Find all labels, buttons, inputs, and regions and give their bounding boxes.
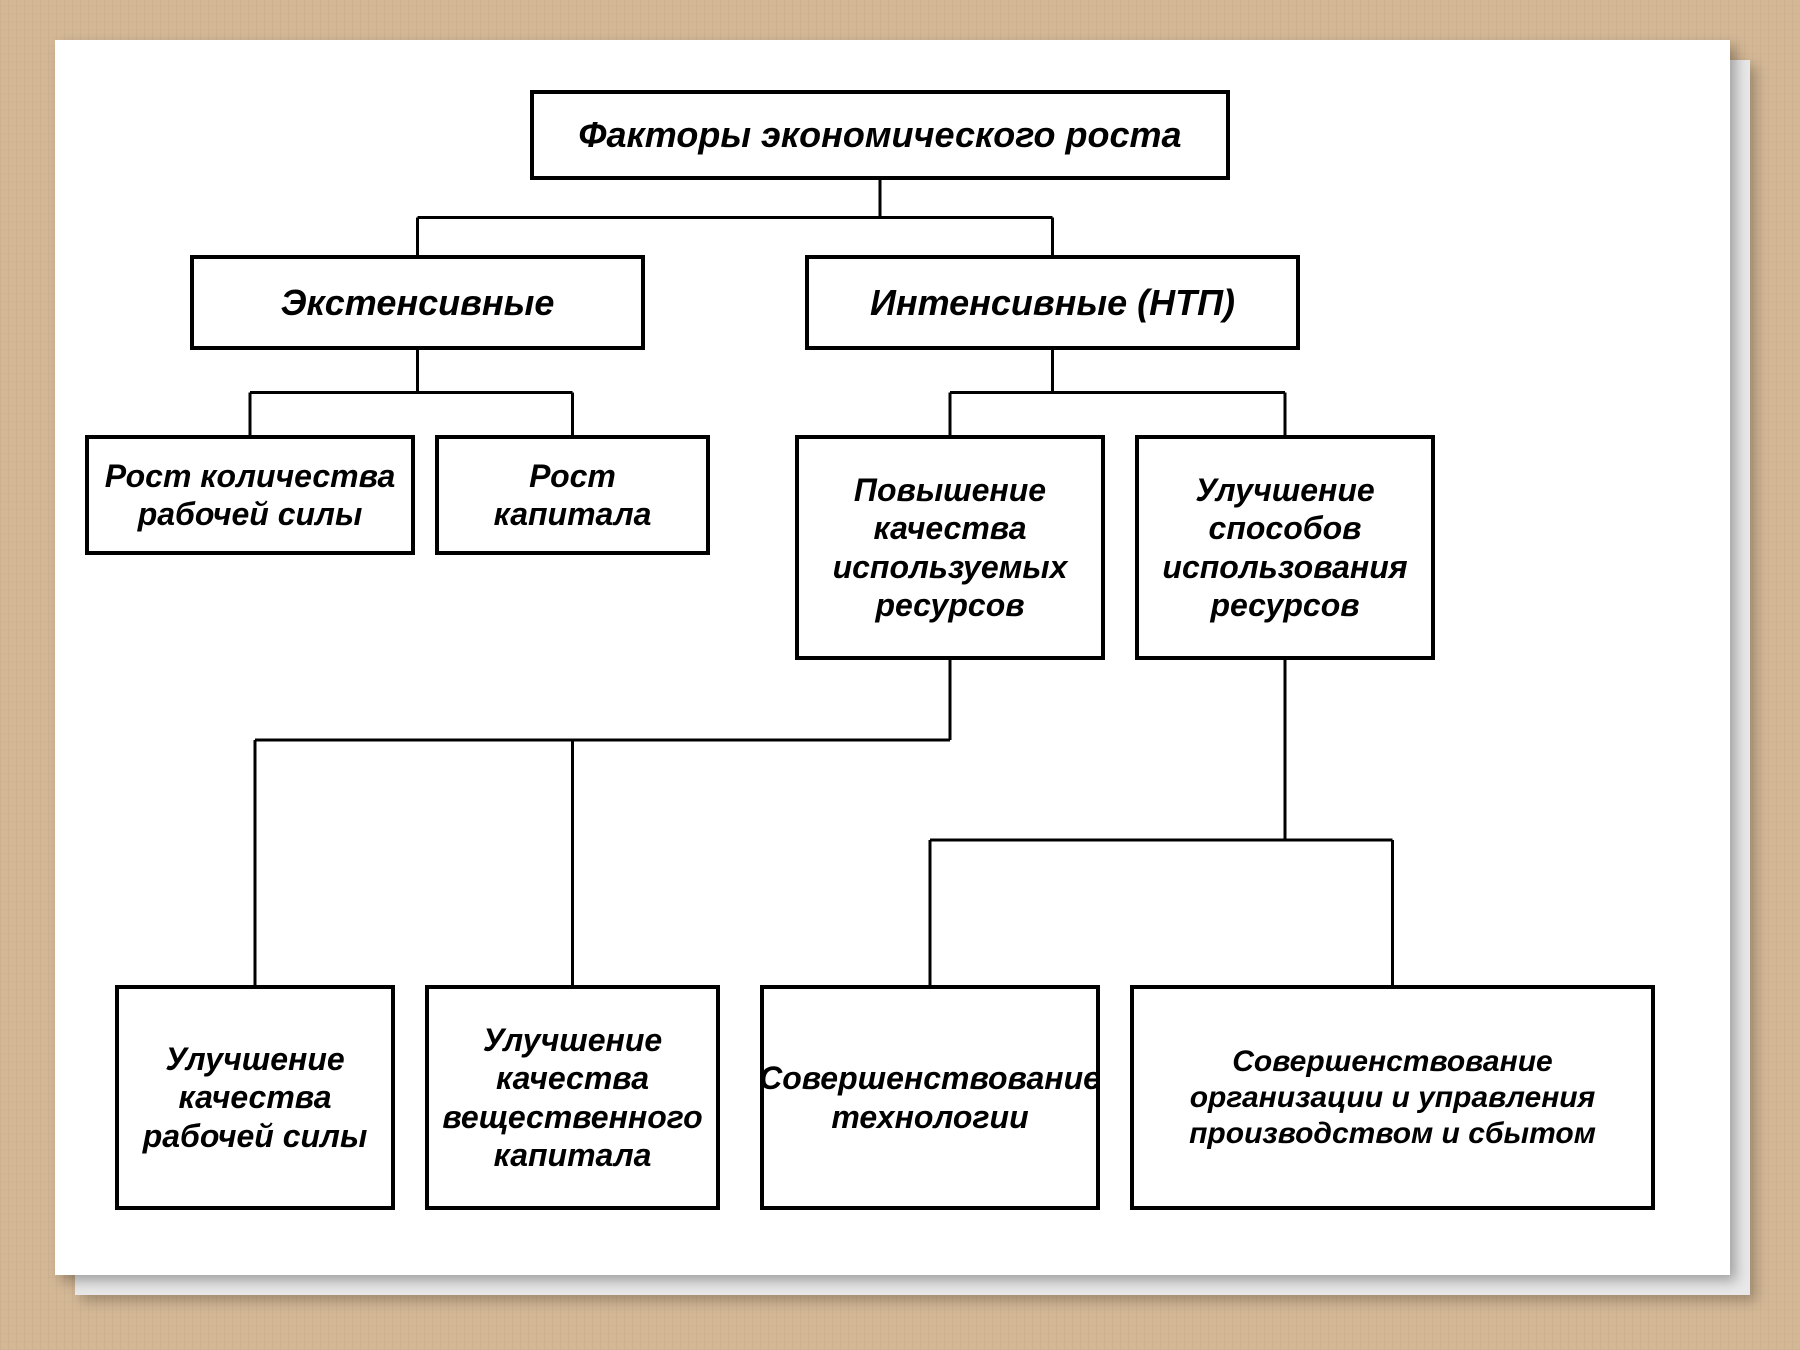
node-leaf-2: Улучшение качества вещественного капитал… (425, 985, 720, 1210)
node-intensive: Интенсивные (НТП) (805, 255, 1300, 350)
node-ext-child-1: Рост количества рабочей силы (85, 435, 415, 555)
node-leaf-4: Совершенствование организации и управлен… (1130, 985, 1655, 1210)
node-int-child-1: Повышение качества используемых ресурсов (795, 435, 1105, 660)
node-extensive: Экстенсивные (190, 255, 645, 350)
node-root: Факторы экономического роста (530, 90, 1230, 180)
node-ext-child-2: Рост капитала (435, 435, 710, 555)
node-int-child-2: Улучшение способов использования ресурсо… (1135, 435, 1435, 660)
diagram-page: Факторы экономического роста Экстенсивны… (55, 40, 1730, 1275)
node-leaf-3: Совершенствование технологии (760, 985, 1100, 1210)
node-leaf-1: Улучшение качества рабочей силы (115, 985, 395, 1210)
